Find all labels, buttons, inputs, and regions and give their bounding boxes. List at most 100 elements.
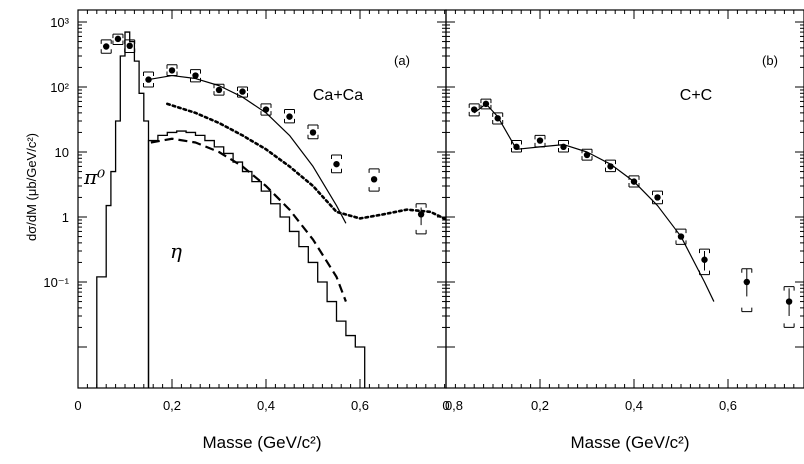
data-marker xyxy=(654,194,661,201)
y-tick-label: 1 xyxy=(62,210,69,225)
data-point xyxy=(237,86,248,98)
sys-bracket-bottom xyxy=(468,111,480,117)
data-marker xyxy=(114,35,122,43)
x-axis-label-a: Masse (GeV/c²) xyxy=(202,433,321,452)
data-marker xyxy=(215,86,223,94)
system-label-b: C+C xyxy=(680,87,712,104)
data-point xyxy=(368,168,380,192)
sys-bracket-top xyxy=(237,86,248,91)
pi0-label: π⁰ xyxy=(83,165,105,189)
data-marker xyxy=(145,76,152,83)
data-point xyxy=(534,134,546,148)
data-point xyxy=(652,190,663,205)
sys-bracket-bottom xyxy=(558,148,569,153)
sys-bracket-bottom xyxy=(463,288,473,292)
y-axis-label: dσ/dM (μb/GeV/c²) xyxy=(24,133,39,241)
data-point xyxy=(783,286,795,328)
data-marker xyxy=(743,278,750,286)
data-marker xyxy=(286,113,293,120)
sys-bracket-top xyxy=(480,98,492,104)
sys-bracket-bottom xyxy=(143,83,154,88)
sys-bracket-bottom xyxy=(741,307,753,313)
histogram-eta xyxy=(147,130,366,388)
sys-bracket-top xyxy=(415,203,427,208)
data-point xyxy=(492,112,504,125)
sys-bracket-bottom xyxy=(100,49,112,54)
sys-bracket-bottom xyxy=(415,229,427,235)
sys-bracket-bottom xyxy=(284,118,295,124)
data-marker xyxy=(239,88,246,95)
x-tick-label: 0,6 xyxy=(719,398,737,413)
sys-bracket-top xyxy=(534,134,546,140)
plot-area xyxy=(468,98,795,328)
solid-line-curve xyxy=(148,74,347,224)
panel-tag-a: (a) xyxy=(394,53,410,68)
sys-bracket-bottom xyxy=(368,187,380,192)
x-axis-label-b: Masse (GeV/c²) xyxy=(570,433,689,452)
data-point xyxy=(112,33,124,46)
dotted-line-curve xyxy=(166,102,446,221)
data-point xyxy=(213,83,225,96)
data-marker xyxy=(309,129,317,136)
y-tick-label: 10 xyxy=(55,145,69,160)
sys-bracket-top xyxy=(515,288,525,292)
data-point xyxy=(515,288,525,330)
sys-bracket-bottom xyxy=(515,323,525,327)
data-marker xyxy=(701,256,708,263)
x-tick-label: 0,6 xyxy=(351,398,369,413)
sys-bracket-top xyxy=(284,109,295,114)
x-tick-label: 0,4 xyxy=(257,398,275,413)
data-point xyxy=(307,124,319,140)
data-marker xyxy=(417,211,425,218)
data-point xyxy=(331,154,342,174)
data-marker xyxy=(103,43,110,50)
sys-bracket-top xyxy=(190,69,201,74)
data-point xyxy=(100,39,112,54)
data-point xyxy=(143,71,154,88)
sys-bracket-top xyxy=(112,33,124,39)
data-point xyxy=(558,140,569,153)
sys-bracket-top xyxy=(558,140,569,145)
x-tick-label: 0,8 xyxy=(445,398,463,413)
x-tick-label: 0 xyxy=(74,398,81,413)
sys-bracket-top xyxy=(331,154,342,159)
data-point xyxy=(463,217,473,292)
sys-bracket-bottom xyxy=(581,156,593,161)
data-marker xyxy=(785,298,793,305)
sys-bracket-top xyxy=(260,103,272,108)
data-point xyxy=(190,69,201,83)
panel-a: 0 0,2 0,4 0,6 0,8 10⁻¹ 1 10 10² 10³ xyxy=(43,9,525,413)
plot-area xyxy=(96,31,525,388)
sys-bracket-bottom xyxy=(783,323,795,328)
data-marker xyxy=(192,72,199,79)
sys-bracket-top xyxy=(652,190,663,196)
plot-frame xyxy=(77,9,447,389)
x-tick-label: 0 xyxy=(442,398,449,413)
sys-bracket-top xyxy=(463,217,473,221)
data-point xyxy=(166,64,178,77)
sys-bracket-top xyxy=(699,248,710,254)
x-tick-label: 0,2 xyxy=(531,398,549,413)
data-point xyxy=(284,109,295,124)
data-marker xyxy=(513,143,520,151)
solid-line-curve xyxy=(473,103,715,302)
sys-bracket-top xyxy=(100,39,112,44)
sys-bracket-top xyxy=(741,268,753,273)
sys-bracket-top xyxy=(307,124,319,130)
eta-label: η xyxy=(170,239,182,263)
y-tick-label: 10⁻¹ xyxy=(43,275,69,290)
sys-bracket-top xyxy=(783,286,795,291)
sys-bracket-bottom xyxy=(260,111,272,116)
data-point xyxy=(511,140,522,153)
x-tick-label: 0,2 xyxy=(163,398,181,413)
y-tick-label: 10² xyxy=(50,80,69,95)
dashed-line-curve xyxy=(150,137,347,302)
data-point xyxy=(415,203,427,235)
x-tick-label: 0,4 xyxy=(625,398,643,413)
system-label-a: Ca+Ca xyxy=(313,87,363,104)
plot-frame xyxy=(445,9,804,389)
y-tick-label: 10³ xyxy=(50,15,69,30)
sys-bracket-bottom xyxy=(492,119,504,125)
data-marker xyxy=(465,231,471,237)
